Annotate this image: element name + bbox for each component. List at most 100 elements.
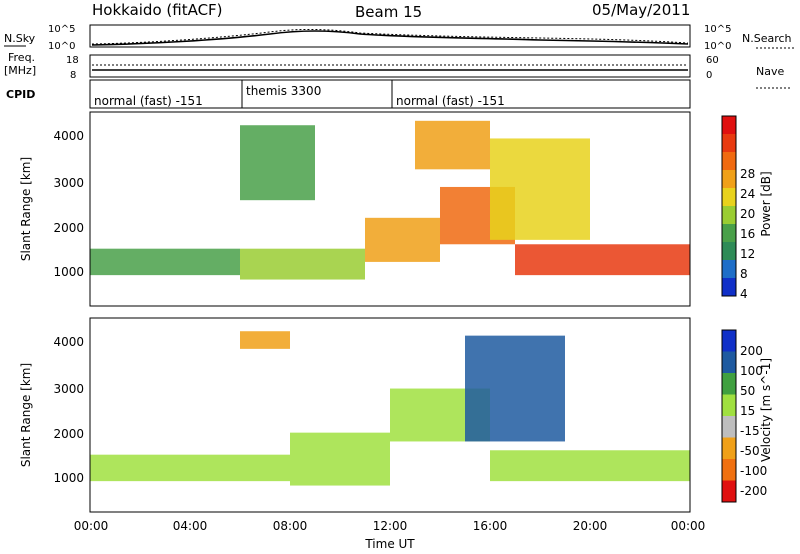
cpid-segment-1: normal (fast) -151 xyxy=(94,94,203,108)
xtick: 16:00 xyxy=(473,519,508,533)
station-title: Hokkaido (fitACF) xyxy=(92,1,223,19)
velocity-band xyxy=(240,331,290,349)
velocity-panel-frame xyxy=(89,317,691,513)
freq-strip-frame xyxy=(89,54,691,78)
freq-tick-bottom: 8 xyxy=(70,70,76,81)
colorbar-swatch xyxy=(722,134,736,153)
nsky-tick-top: 10^5 xyxy=(48,24,75,35)
date-title: 05/May/2011 xyxy=(592,1,690,19)
velocity-ytick: 2000 xyxy=(53,427,84,441)
colorbar-swatch xyxy=(722,330,736,352)
velocity-ylabel: Slant Range [km] xyxy=(19,363,33,467)
colorbar-swatch xyxy=(722,373,736,395)
nsky-curve xyxy=(91,30,689,46)
power-panel-frame xyxy=(89,111,691,307)
colorbar-frame xyxy=(721,329,737,503)
velocity-band xyxy=(290,432,390,486)
nave-tick-top: 60 xyxy=(706,55,719,66)
power-ytick: 4000 xyxy=(53,129,84,143)
power-band xyxy=(240,248,365,280)
power-ytick: 3000 xyxy=(53,176,84,190)
noise-strip-frame xyxy=(89,24,691,48)
velocity-band xyxy=(465,335,565,442)
power-cb-tick: 28 xyxy=(740,167,755,181)
colorbar-swatch xyxy=(722,459,736,481)
power-ylabel: Slant Range [km] xyxy=(19,157,33,261)
nsky-label: N.Sky xyxy=(4,32,36,45)
power-band xyxy=(365,217,440,262)
xtick: 00:00 xyxy=(671,519,706,533)
power-colorbar-ticks: 28 24 20 16 12 8 4 xyxy=(740,167,755,301)
power-cb-tick: 16 xyxy=(740,227,755,241)
velocity-ytick: 1000 xyxy=(53,471,84,485)
colorbar-swatch xyxy=(722,437,736,460)
colorbar-swatch xyxy=(722,480,736,503)
velocity-ytick: 3000 xyxy=(53,382,84,396)
xlabel: Time UT xyxy=(364,537,415,551)
nsearch-tick-bottom: 10^0 xyxy=(704,41,731,52)
colorbar-swatch xyxy=(722,278,736,297)
velocity-colorbar-ticks: 200 100 50 15 -15 -50 -100 -200 xyxy=(740,344,767,498)
nsearch-label: N.Search xyxy=(742,32,792,45)
power-cb-tick: 8 xyxy=(740,267,748,281)
colorbar-swatch xyxy=(722,242,736,261)
cpid-segment-2: themis 3300 xyxy=(246,84,321,98)
colorbar-swatch xyxy=(722,116,736,135)
velocity-cb-tick: 100 xyxy=(740,364,763,378)
power-heatmap xyxy=(90,120,690,280)
power-colorbar-label: Power [dB] xyxy=(759,171,773,236)
colorbar-swatch xyxy=(722,188,736,207)
velocity-ytick: 4000 xyxy=(53,335,84,349)
velocity-cb-tick: -100 xyxy=(740,464,767,478)
nsearch-tick-top: 10^5 xyxy=(704,24,731,35)
velocity-cb-tick: 15 xyxy=(740,404,755,418)
freq-label: Freq. xyxy=(8,51,35,64)
freq-unit-label: [MHz] xyxy=(4,64,36,77)
velocity-cb-tick: 200 xyxy=(740,344,763,358)
power-cb-tick: 12 xyxy=(740,247,755,261)
velocity-colorbar xyxy=(721,329,737,503)
velocity-colorbar-label: Velocity [m s^-1] xyxy=(759,358,773,462)
nave-label: Nave xyxy=(756,65,784,78)
velocity-yticks: 4000 3000 2000 1000 xyxy=(53,335,84,485)
nave-tick-bottom: 0 xyxy=(706,70,712,81)
colorbar-swatch xyxy=(722,260,736,279)
power-band xyxy=(240,125,315,201)
power-cb-tick: 24 xyxy=(740,187,755,201)
colorbar-swatch xyxy=(722,351,736,374)
colorbar-frame xyxy=(721,115,737,297)
velocity-cb-tick: -50 xyxy=(740,444,760,458)
freq-tick-top: 18 xyxy=(66,55,79,66)
xticks: 00:00 04:00 08:00 12:00 16:00 20:00 00:0… xyxy=(74,519,706,533)
xtick: 00:00 xyxy=(74,519,109,533)
colorbar-swatch xyxy=(722,416,736,438)
power-cb-tick: 4 xyxy=(740,287,748,301)
power-yticks: 4000 3000 2000 1000 xyxy=(53,129,84,279)
xtick: 04:00 xyxy=(173,519,208,533)
power-band xyxy=(515,244,690,276)
power-band xyxy=(415,120,490,170)
velocity-cb-tick: -200 xyxy=(740,484,767,498)
velocity-band xyxy=(490,450,690,482)
power-band xyxy=(490,138,590,240)
xtick: 20:00 xyxy=(573,519,608,533)
xtick: 12:00 xyxy=(373,519,408,533)
xtick: 08:00 xyxy=(273,519,308,533)
power-ytick: 1000 xyxy=(53,265,84,279)
power-band xyxy=(90,248,240,276)
cpid-label: CPID xyxy=(6,88,35,101)
colorbar-swatch xyxy=(722,170,736,189)
colorbar-swatch xyxy=(722,224,736,243)
velocity-cb-tick: 50 xyxy=(740,384,755,398)
velocity-cb-tick: -15 xyxy=(740,424,760,438)
cpid-strip-frame xyxy=(89,79,691,109)
velocity-band xyxy=(90,454,290,482)
power-colorbar xyxy=(721,115,737,297)
colorbar-swatch xyxy=(722,206,736,225)
power-cb-tick: 20 xyxy=(740,207,755,221)
velocity-heatmap xyxy=(90,331,690,486)
power-ytick: 2000 xyxy=(53,221,84,235)
colorbar-swatch xyxy=(722,394,736,417)
cpid-segment-3: normal (fast) -151 xyxy=(396,94,505,108)
